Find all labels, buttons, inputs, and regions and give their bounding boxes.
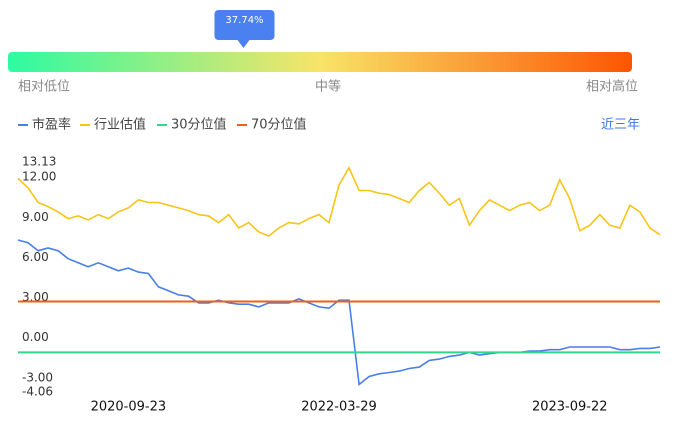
y-tick-label: 9.00 [22, 210, 49, 224]
series-line [17, 166, 661, 237]
gauge-bar [8, 52, 632, 72]
gauge-pointer-arrow [237, 40, 250, 48]
gauge-high-label: 相对高位 [586, 79, 638, 95]
legend-label: 行业估值 [94, 117, 146, 133]
y-tick-label: -4.06 [22, 385, 53, 399]
period-selector[interactable]: 近三年 [601, 118, 640, 133]
y-tick-label: -3.00 [22, 370, 53, 384]
gauge-value-label: 37.74% [225, 15, 263, 26]
y-tick-label: 12.00 [22, 170, 56, 184]
gauge-mid-label: 中等 [315, 79, 341, 95]
legend-label: 30分位值 [171, 117, 227, 133]
x-tick-label: 2022-03-29 [301, 400, 377, 415]
y-tick-label: 0.00 [22, 330, 49, 344]
legend-label: 市盈率 [32, 117, 71, 133]
y-tick-label: 3.00 [22, 290, 49, 304]
y-tick-label: 6.00 [22, 250, 49, 264]
gauge-low-label: 相对低位 [18, 80, 70, 95]
x-tick-label: 2023-09-22 [532, 400, 608, 415]
x-tick-label: 2020-09-23 [91, 400, 167, 415]
series-line [17, 239, 661, 387]
legend-label: 70分位值 [251, 117, 307, 133]
gauge-pointer-box [214, 10, 275, 40]
y-tick-label: 13.13 [22, 155, 56, 169]
